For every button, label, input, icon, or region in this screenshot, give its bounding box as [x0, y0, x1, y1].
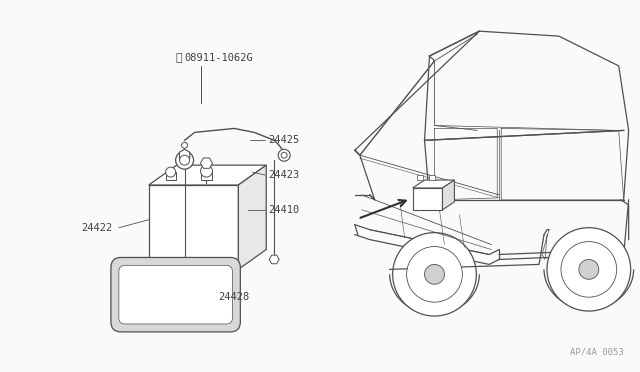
Circle shape [561, 241, 617, 297]
Bar [166, 172, 175, 180]
Circle shape [393, 232, 476, 316]
Text: 24410: 24410 [268, 205, 300, 215]
Circle shape [278, 149, 290, 161]
Text: 24422: 24422 [81, 223, 112, 233]
Bar [417, 175, 422, 180]
Text: Ⓝ: Ⓝ [175, 53, 182, 63]
Circle shape [200, 165, 212, 177]
Circle shape [166, 167, 175, 177]
Circle shape [182, 142, 188, 148]
Polygon shape [238, 165, 266, 269]
Circle shape [547, 228, 630, 311]
Bar [429, 175, 435, 180]
Circle shape [424, 264, 444, 284]
FancyBboxPatch shape [119, 265, 232, 324]
Text: 24428: 24428 [218, 292, 250, 302]
Bar [148, 185, 238, 269]
Circle shape [579, 259, 599, 279]
Text: 24423: 24423 [268, 170, 300, 180]
Circle shape [180, 155, 189, 165]
Bar [413, 188, 442, 210]
Polygon shape [442, 180, 454, 210]
Text: 08911-1062G: 08911-1062G [184, 53, 253, 63]
Polygon shape [148, 165, 266, 185]
Circle shape [175, 151, 193, 169]
FancyBboxPatch shape [111, 257, 241, 332]
Text: 24425: 24425 [268, 135, 300, 145]
Polygon shape [413, 180, 454, 188]
Text: AP/4A 0053: AP/4A 0053 [570, 348, 623, 357]
Circle shape [281, 152, 287, 158]
Circle shape [406, 247, 462, 302]
Bar [200, 171, 212, 180]
